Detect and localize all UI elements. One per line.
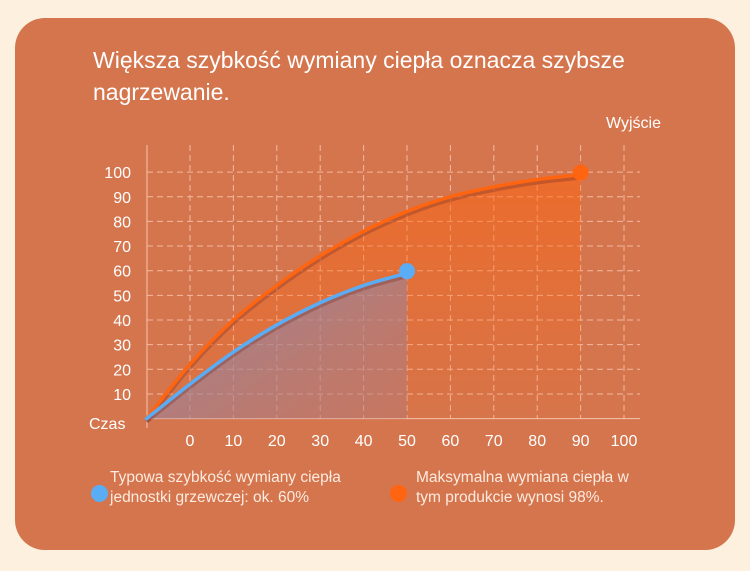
- line-typical: [144, 271, 409, 421]
- x-tick-label: 30: [311, 433, 329, 450]
- end-point-max: [572, 164, 589, 181]
- x-tick-label: 10: [225, 433, 243, 450]
- x-tick-label: 50: [398, 433, 416, 450]
- line-shadow-typical: [145, 274, 408, 424]
- x-tick-label: 40: [355, 433, 373, 450]
- y-axis-label: Wyjście: [606, 115, 661, 132]
- legend-text-line: Typowa szybkość wymiany ciepła: [110, 469, 341, 486]
- x-tick-label: 60: [442, 433, 460, 450]
- legend-item-typical: Typowa szybkość wymiany ciepła jednostki…: [110, 468, 341, 508]
- legend-text-line: jednostki grzewczej: ok. 60%: [110, 489, 310, 506]
- y-tick-label: 20: [113, 362, 131, 379]
- legend-item-max: Maksymalna wymiana ciepła w tym produkci…: [416, 468, 629, 508]
- line-max: [144, 172, 583, 421]
- x-tick-label: 100: [611, 433, 638, 450]
- y-tick-label: 80: [113, 214, 131, 231]
- y-tick-label: 10: [113, 387, 131, 404]
- y-tick-label: 40: [113, 313, 131, 330]
- legend-text-line: tym produkcie wynosi 98%.: [416, 489, 604, 506]
- y-tick-label: 70: [113, 239, 131, 256]
- y-tick-label: 100: [104, 165, 131, 182]
- y-tick-label: 30: [113, 338, 131, 355]
- y-tick-label: 50: [113, 288, 131, 305]
- x-tick-label: 80: [528, 433, 546, 450]
- x-tick-label: 0: [186, 433, 195, 450]
- x-axis-label: Czas: [89, 416, 125, 433]
- area-typical: [146, 273, 407, 419]
- y-tick-label: 90: [113, 190, 131, 207]
- end-point-typical: [399, 263, 415, 280]
- x-tick-label: 20: [268, 433, 286, 450]
- x-tick-label: 70: [485, 433, 503, 450]
- x-tick-label: 90: [572, 433, 590, 450]
- legend-dot-blue: [91, 485, 108, 502]
- y-tick-label: 60: [113, 264, 131, 281]
- chart-title: Większa szybkość wymiany ciepła oznacza …: [93, 47, 625, 105]
- legend-dot-orange: [390, 485, 407, 502]
- line-shadow-max: [145, 175, 581, 423]
- legend-text-line: Maksymalna wymiana ciepła w: [416, 469, 629, 486]
